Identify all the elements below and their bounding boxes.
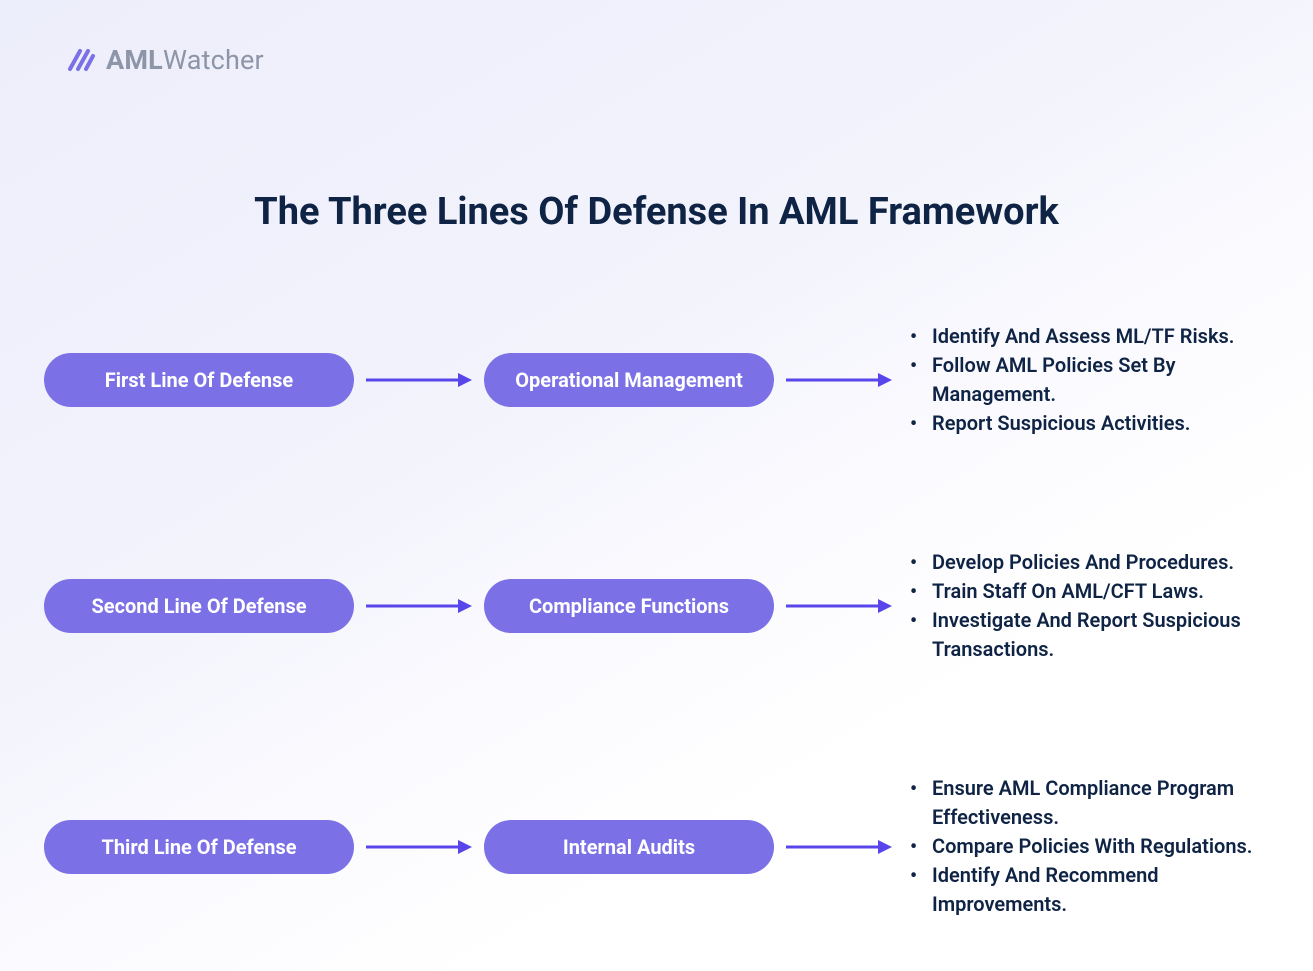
arrow-icon bbox=[774, 369, 904, 391]
bullet-item: Train Staff On AML/CFT Laws. bbox=[910, 577, 1269, 606]
bullet-item: Follow AML Policies Set By Management. bbox=[910, 351, 1269, 409]
arrow-icon bbox=[354, 595, 484, 617]
brand-name-bold: AML bbox=[106, 44, 163, 76]
brand-name: AMLWatcher bbox=[106, 44, 264, 76]
bullet-item: Develop Policies And Procedures. bbox=[910, 548, 1269, 577]
bullet-item: Identify And Assess ML/TF Risks. bbox=[910, 322, 1269, 351]
defense-line-pill: Second Line Of Defense bbox=[44, 579, 354, 633]
bullet-item: Investigate And Report Suspicious Transa… bbox=[910, 606, 1269, 664]
bullet-item: Report Suspicious Activities. bbox=[910, 409, 1269, 438]
defense-function-pill: Operational Management bbox=[484, 353, 774, 407]
logo-mark-icon bbox=[66, 45, 96, 75]
defense-row: First Line Of Defense Operational Manage… bbox=[44, 322, 1269, 438]
page-title: The Three Lines Of Defense In AML Framew… bbox=[0, 190, 1313, 234]
defense-row: Second Line Of Defense Compliance Functi… bbox=[44, 548, 1269, 664]
defense-function-pill: Compliance Functions bbox=[484, 579, 774, 633]
defense-row: Third Line Of Defense Internal Audits En… bbox=[44, 774, 1269, 919]
defense-bullets: Develop Policies And Procedures. Train S… bbox=[904, 548, 1269, 664]
brand-logo: AMLWatcher bbox=[66, 44, 264, 76]
bullet-item: Identify And Recommend Improvements. bbox=[910, 861, 1269, 919]
defense-bullets: Identify And Assess ML/TF Risks. Follow … bbox=[904, 322, 1269, 438]
bullet-item: Ensure AML Compliance Program Effectiven… bbox=[910, 774, 1269, 832]
bullet-item: Compare Policies With Regulations. bbox=[910, 832, 1269, 861]
arrow-icon bbox=[354, 836, 484, 858]
defense-line-pill: Third Line Of Defense bbox=[44, 820, 354, 874]
arrow-icon bbox=[774, 836, 904, 858]
brand-name-rest: Watcher bbox=[163, 44, 264, 76]
arrow-icon bbox=[354, 369, 484, 391]
defense-function-pill: Internal Audits bbox=[484, 820, 774, 874]
arrow-icon bbox=[774, 595, 904, 617]
defense-rows: First Line Of Defense Operational Manage… bbox=[44, 322, 1269, 919]
defense-bullets: Ensure AML Compliance Program Effectiven… bbox=[904, 774, 1269, 919]
defense-line-pill: First Line Of Defense bbox=[44, 353, 354, 407]
